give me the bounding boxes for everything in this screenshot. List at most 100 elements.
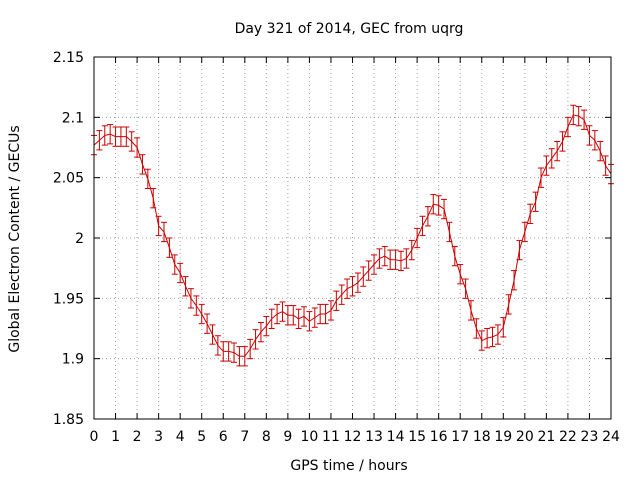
x-tick-label: 2 — [133, 429, 142, 445]
data-point — [543, 155, 550, 176]
x-tick-label: 21 — [537, 429, 555, 445]
data-point — [128, 131, 135, 152]
data-point — [101, 125, 108, 146]
data-point — [236, 346, 243, 367]
data-point — [554, 140, 561, 162]
data-point — [457, 264, 464, 285]
data-point — [290, 305, 297, 326]
data-point — [279, 301, 286, 322]
x-tick-label: 9 — [283, 429, 292, 445]
data-point — [231, 342, 238, 363]
data-point — [548, 148, 555, 169]
x-tick-label: 20 — [516, 429, 534, 445]
data-point — [564, 116, 571, 138]
data-point — [155, 215, 162, 237]
data-point — [322, 303, 329, 325]
data-point — [139, 154, 146, 175]
data-point — [225, 341, 232, 362]
data-point — [521, 221, 528, 243]
data-point — [570, 104, 577, 126]
data-point — [166, 237, 173, 258]
data-point — [397, 250, 404, 272]
data-point — [478, 330, 485, 351]
data-point — [424, 206, 431, 227]
data-point — [182, 276, 189, 297]
data-point — [575, 105, 582, 127]
data-point — [446, 221, 453, 243]
data-point — [284, 305, 291, 326]
x-axis-label: GPS time / hours — [290, 458, 407, 474]
y-tick-label: 2.1 — [62, 110, 84, 126]
x-tick-label: 7 — [240, 429, 249, 445]
data-point — [441, 198, 448, 220]
x-tick-label: 0 — [90, 429, 99, 445]
y-tick-label: 1.95 — [53, 291, 84, 307]
data-point — [354, 272, 361, 293]
y-axis-label: Global Electron Content / GECUs — [7, 125, 23, 352]
data-point — [301, 306, 308, 327]
data-point — [392, 249, 399, 270]
data-point — [257, 321, 264, 343]
data-point — [344, 278, 351, 299]
data-point — [295, 308, 302, 329]
data-point — [214, 335, 221, 356]
x-tick-label: 3 — [154, 429, 163, 445]
data-point — [462, 278, 469, 299]
data-point — [134, 137, 141, 158]
x-tick-label: 14 — [387, 429, 405, 445]
x-tick-label: 16 — [430, 429, 448, 445]
data-point — [376, 248, 383, 269]
data-point — [511, 270, 518, 291]
data-point — [516, 239, 523, 261]
data-point — [306, 311, 313, 332]
data-point — [177, 262, 184, 284]
x-tick-label: 6 — [219, 429, 228, 445]
data-point — [187, 288, 194, 309]
x-tick-label: 15 — [408, 429, 426, 445]
x-tick-label: 19 — [494, 429, 512, 445]
data-point — [161, 221, 168, 243]
data-point — [527, 203, 534, 225]
data-point — [123, 126, 130, 147]
data-point — [473, 318, 480, 339]
data-point — [430, 194, 437, 215]
data-point — [333, 290, 340, 311]
data-point — [484, 328, 491, 349]
x-tick-label: 23 — [581, 429, 599, 445]
x-tick-label: 12 — [344, 429, 362, 445]
data-point — [198, 303, 205, 325]
data-point — [107, 124, 114, 145]
data-point — [274, 303, 281, 325]
data-point — [586, 125, 593, 146]
data-point — [112, 126, 119, 147]
x-tick-label: 10 — [301, 429, 319, 445]
x-tick-label: 4 — [176, 429, 185, 445]
plot-frame — [93, 56, 612, 420]
data-point — [597, 140, 604, 162]
x-tick-label: 11 — [322, 429, 340, 445]
data-point — [220, 341, 227, 362]
data-point — [193, 295, 200, 316]
data-point — [500, 317, 507, 338]
grid-lines — [94, 57, 611, 419]
x-tick-label: 22 — [559, 429, 577, 445]
data-point — [209, 324, 216, 345]
data-point — [268, 308, 275, 329]
data-point — [559, 131, 566, 152]
data-point — [414, 227, 421, 249]
x-tick-label: 24 — [602, 429, 620, 445]
data-point — [311, 307, 318, 328]
data-point — [349, 276, 356, 297]
x-tick-label: 18 — [473, 429, 491, 445]
y-tick-label: 2.15 — [53, 50, 84, 66]
data-series — [91, 104, 614, 367]
x-tick-label: 17 — [451, 429, 469, 445]
data-point — [387, 249, 394, 270]
data-point — [591, 130, 598, 151]
data-point — [117, 126, 124, 147]
data-point — [489, 326, 496, 348]
data-point — [371, 254, 378, 275]
data-point — [381, 245, 388, 267]
data-point — [581, 109, 588, 130]
